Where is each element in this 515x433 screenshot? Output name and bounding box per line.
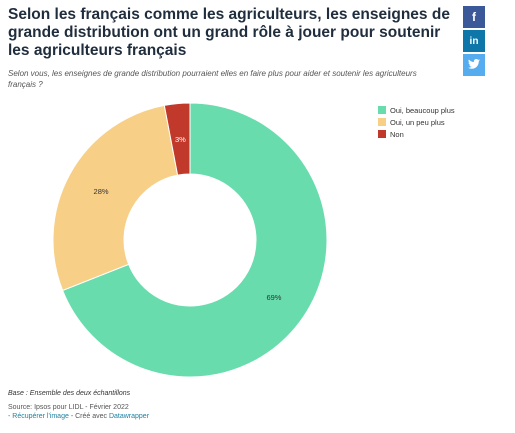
legend-label: Oui, beaucoup plus [390,105,455,115]
donut-slice [61,102,328,378]
chart-subtitle: Selon vous, les enseignes de grande dist… [8,69,417,89]
footer-note: Base : Ensemble des deux échantillons [8,390,131,397]
legend-swatch [378,106,386,114]
twitter-share-button[interactable] [463,54,485,76]
facebook-icon: f [472,10,476,24]
donut-slice [163,102,191,176]
created-with-text: - Créé avec [68,413,109,420]
datawrapper-link[interactable]: Datawrapper [108,413,150,420]
legend-label: Oui, un peu plus [390,117,445,127]
legend-swatch [378,130,386,138]
get-image-link[interactable]: - Récupérer l'image [8,413,69,420]
facebook-share-button[interactable]: f [463,6,485,28]
chart-legend: Oui, beaucoup plus Oui, un peu plus Non [378,104,455,140]
legend-label: Non [390,129,404,139]
legend-item: Oui, un peu plus [378,116,455,128]
slice-value-label: 69% [266,293,281,302]
donut-slice [52,104,179,292]
legend-swatch [378,118,386,126]
chart-title: Selon les français comme les agriculteur… [8,6,450,59]
footer-source: Source: Ipsos pour LIDL - Février 2022 [8,404,129,411]
slice-value-label: 28% [94,187,109,196]
slice-value-label: 3% [175,135,186,144]
legend-item: Oui, beaucoup plus [378,104,455,116]
footer-links: - Récupérer l'image - Créé avec Datawrap… [8,413,149,420]
legend-item: Non [378,128,455,140]
linkedin-icon: in [469,35,479,47]
twitter-icon [468,58,480,72]
linkedin-share-button[interactable]: in [463,30,485,52]
